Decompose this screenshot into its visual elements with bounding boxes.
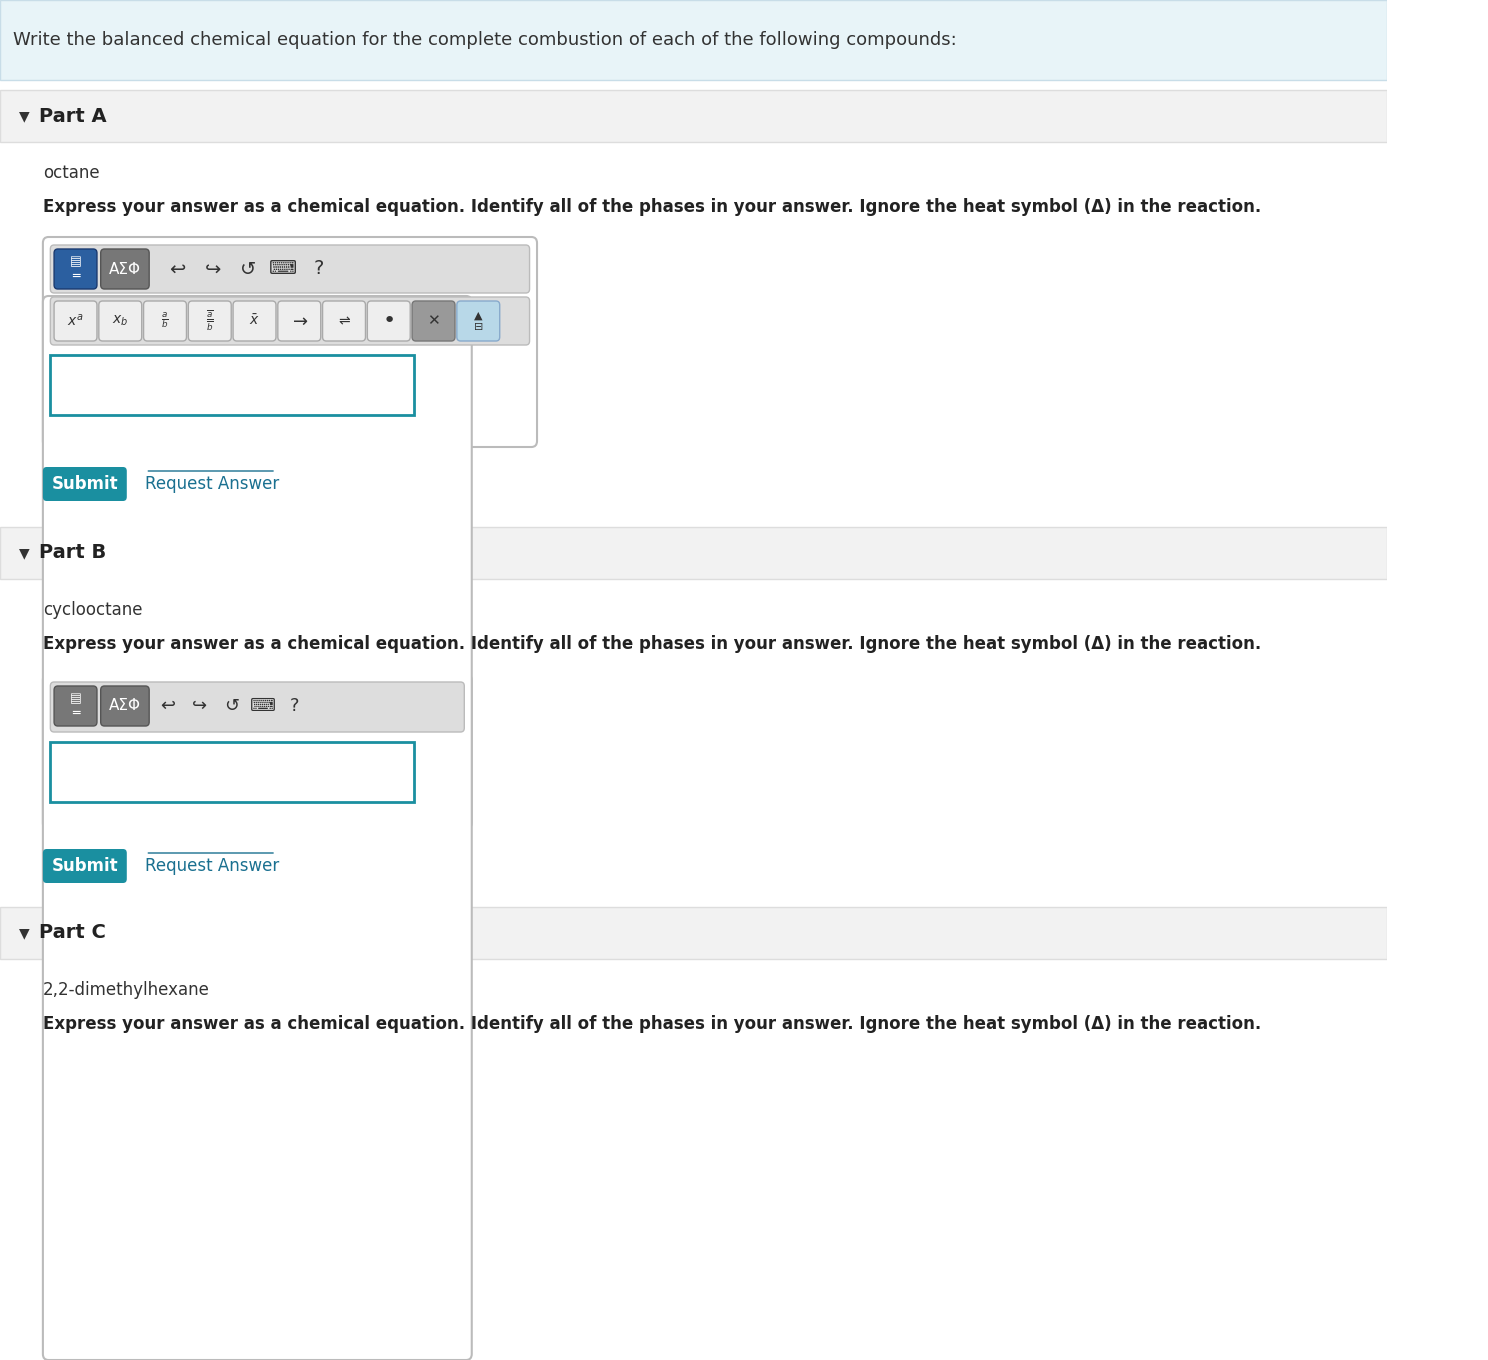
Text: Part C: Part C bbox=[39, 923, 106, 942]
Text: ?: ? bbox=[314, 260, 324, 279]
Text: ↩: ↩ bbox=[170, 260, 186, 279]
FancyBboxPatch shape bbox=[143, 301, 186, 341]
Text: $x_b$: $x_b$ bbox=[112, 314, 128, 328]
FancyBboxPatch shape bbox=[43, 675, 472, 830]
Text: ↪: ↪ bbox=[204, 260, 220, 279]
FancyBboxPatch shape bbox=[54, 301, 97, 341]
Text: Request Answer: Request Answer bbox=[146, 857, 280, 874]
Text: $\frac{\overline{a}}{\overline{b}}$: $\frac{\overline{a}}{\overline{b}}$ bbox=[205, 309, 214, 333]
Text: Express your answer as a chemical equation. Identify all of the phases in your a: Express your answer as a chemical equati… bbox=[43, 1015, 1262, 1034]
Text: ↪: ↪ bbox=[192, 696, 207, 715]
Text: $\bar{x}$: $\bar{x}$ bbox=[248, 314, 260, 328]
Text: $x^a$: $x^a$ bbox=[67, 313, 83, 329]
FancyBboxPatch shape bbox=[51, 743, 414, 802]
FancyBboxPatch shape bbox=[43, 466, 126, 500]
FancyBboxPatch shape bbox=[412, 301, 455, 341]
FancyBboxPatch shape bbox=[0, 90, 1387, 141]
Text: ✕: ✕ bbox=[427, 314, 440, 329]
Text: 2,2-dimethylhexane: 2,2-dimethylhexane bbox=[43, 981, 210, 1000]
FancyBboxPatch shape bbox=[101, 685, 149, 726]
FancyBboxPatch shape bbox=[0, 907, 1387, 959]
Text: ▼: ▼ bbox=[19, 926, 30, 940]
Text: ΑΣΦ: ΑΣΦ bbox=[109, 261, 141, 276]
Text: $\frac{a}{b}$: $\frac{a}{b}$ bbox=[161, 311, 168, 330]
Text: •: • bbox=[382, 311, 396, 330]
FancyBboxPatch shape bbox=[51, 355, 414, 415]
Text: ▼: ▼ bbox=[19, 545, 30, 560]
Text: Express your answer as a chemical equation. Identify all of the phases in your a: Express your answer as a chemical equati… bbox=[43, 199, 1262, 216]
Text: ▼: ▼ bbox=[19, 109, 30, 122]
Text: ΑΣΦ: ΑΣΦ bbox=[109, 699, 141, 714]
Text: $\rightarrow$: $\rightarrow$ bbox=[290, 311, 310, 330]
FancyBboxPatch shape bbox=[457, 301, 500, 341]
Text: ▤
═: ▤ ═ bbox=[70, 256, 82, 283]
FancyBboxPatch shape bbox=[54, 249, 97, 290]
FancyBboxPatch shape bbox=[43, 849, 126, 883]
FancyBboxPatch shape bbox=[51, 296, 530, 345]
FancyBboxPatch shape bbox=[98, 301, 141, 341]
Text: ?: ? bbox=[290, 696, 299, 715]
Text: Request Answer: Request Answer bbox=[146, 475, 280, 494]
Text: octane: octane bbox=[43, 165, 100, 182]
Text: Part B: Part B bbox=[39, 544, 107, 563]
FancyBboxPatch shape bbox=[234, 301, 275, 341]
Text: ↺: ↺ bbox=[240, 260, 256, 279]
FancyBboxPatch shape bbox=[54, 685, 97, 726]
Text: ↩: ↩ bbox=[161, 696, 176, 715]
Text: ↺: ↺ bbox=[223, 696, 238, 715]
FancyBboxPatch shape bbox=[0, 526, 1387, 579]
FancyBboxPatch shape bbox=[43, 237, 537, 447]
Text: Express your answer as a chemical equation. Identify all of the phases in your a: Express your answer as a chemical equati… bbox=[43, 635, 1262, 653]
FancyBboxPatch shape bbox=[43, 296, 472, 1360]
Text: Part A: Part A bbox=[39, 106, 107, 125]
FancyBboxPatch shape bbox=[101, 249, 149, 290]
Text: ⌨: ⌨ bbox=[269, 260, 298, 279]
Text: $\rightleftharpoons$: $\rightleftharpoons$ bbox=[336, 314, 351, 328]
FancyBboxPatch shape bbox=[51, 681, 464, 732]
Text: ▤
═: ▤ ═ bbox=[70, 692, 82, 719]
Text: ⌨: ⌨ bbox=[250, 696, 275, 715]
Text: Write the balanced chemical equation for the complete combustion of each of the : Write the balanced chemical equation for… bbox=[13, 31, 957, 49]
FancyBboxPatch shape bbox=[0, 0, 1387, 80]
FancyBboxPatch shape bbox=[323, 301, 366, 341]
FancyBboxPatch shape bbox=[189, 301, 231, 341]
Text: Submit: Submit bbox=[52, 857, 118, 874]
FancyBboxPatch shape bbox=[368, 301, 411, 341]
Text: ▲
⊟: ▲ ⊟ bbox=[473, 310, 484, 332]
Text: cyclooctane: cyclooctane bbox=[43, 601, 143, 619]
FancyBboxPatch shape bbox=[278, 301, 321, 341]
FancyBboxPatch shape bbox=[51, 245, 530, 292]
Text: Submit: Submit bbox=[52, 475, 118, 494]
